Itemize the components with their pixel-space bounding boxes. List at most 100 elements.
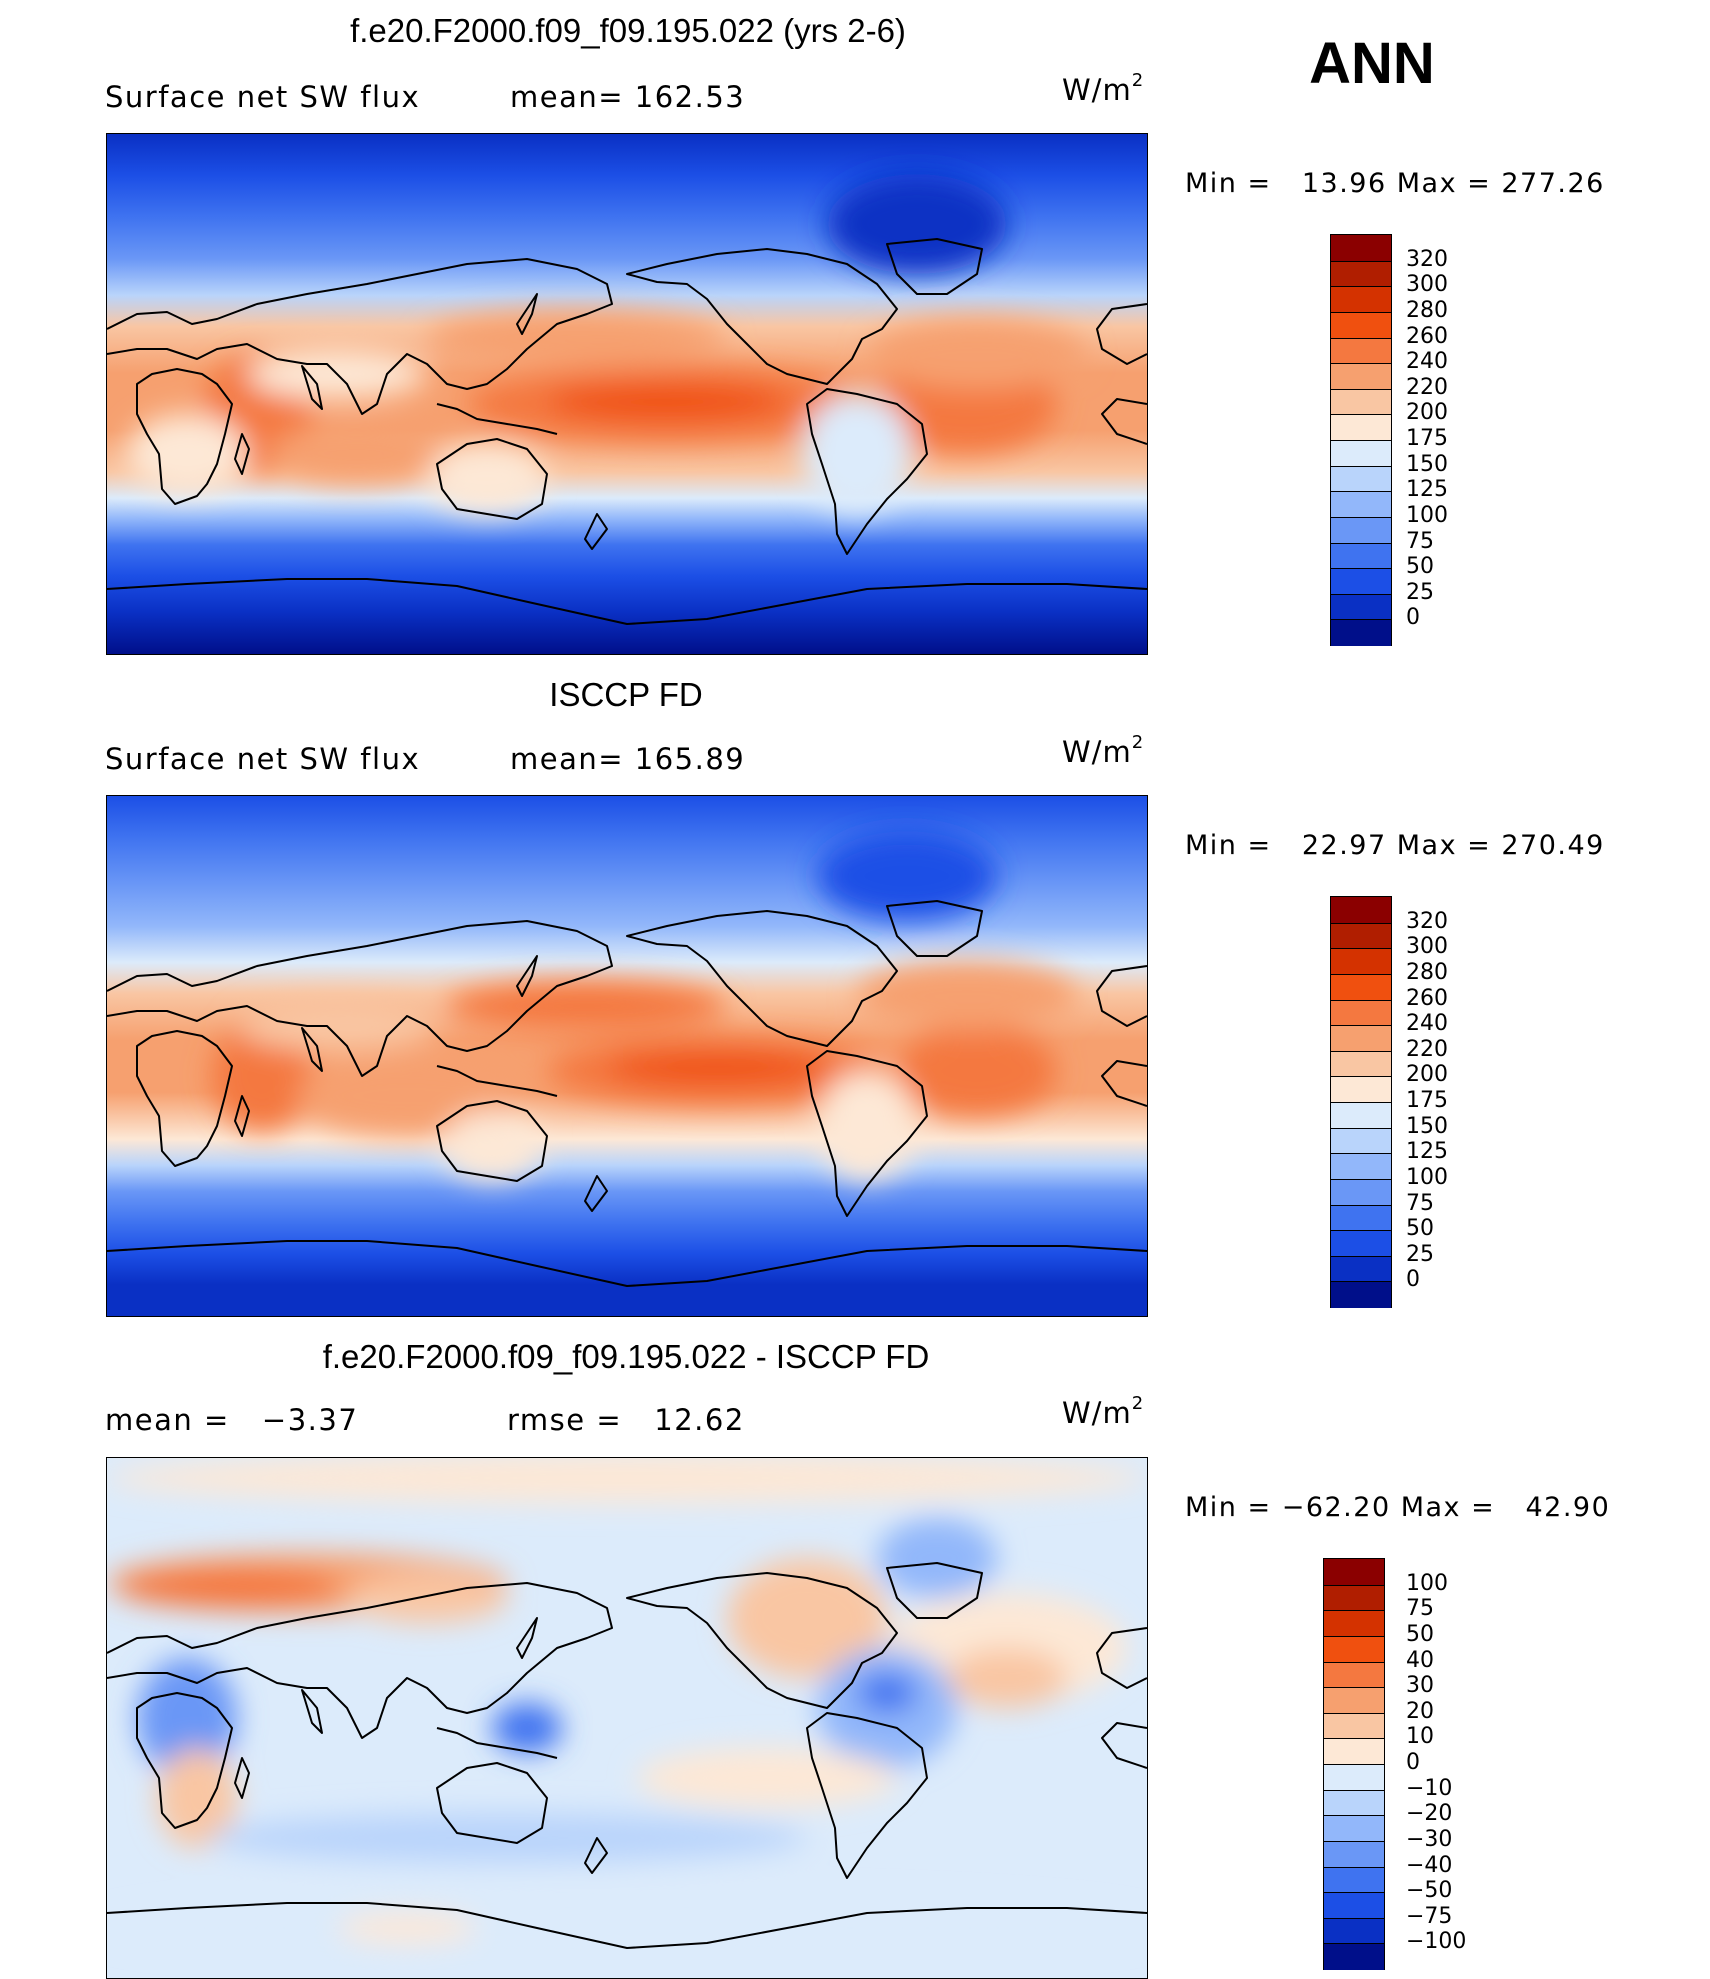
colorbar-tick-label: 300 <box>1406 934 1448 960</box>
colorbar-tick-label: 260 <box>1406 985 1448 1011</box>
panel3-colorbar <box>1323 1558 1385 1970</box>
colorbar-swatch <box>1331 311 1391 339</box>
colorbar-swatch <box>1331 440 1391 467</box>
colorbar-swatch <box>1331 286 1391 313</box>
colorbar-tick-label: −20 <box>1406 1801 1453 1827</box>
panel1-minmax-label: Min = 13.96 Max = 277.26 <box>1185 168 1605 199</box>
colorbar-swatch <box>1324 1943 1384 1970</box>
colorbar-tick-label: 260 <box>1406 323 1448 349</box>
colorbar-tick-label: −75 <box>1406 1903 1453 1929</box>
colorbar-tick-label: 75 <box>1406 528 1434 554</box>
colorbar-swatch <box>1331 337 1391 365</box>
colorbar-swatch <box>1324 1892 1384 1919</box>
colorbar-swatch <box>1324 1738 1384 1765</box>
colorbar-swatch <box>1331 1255 1391 1283</box>
colorbar-tick-label: −50 <box>1406 1878 1453 1904</box>
colorbar-swatch <box>1324 1866 1384 1894</box>
panel2-mean-label: mean= 165.89 <box>510 742 746 776</box>
colorbar-tick-label: 50 <box>1406 1621 1434 1647</box>
colorbar-tick-label: 175 <box>1406 1088 1448 1113</box>
colorbar-tick-label: 0 <box>1406 1267 1420 1293</box>
colorbar-tick-label: 220 <box>1406 374 1448 400</box>
panel1-map <box>106 133 1148 655</box>
colorbar-tick-label: 75 <box>1406 1190 1434 1216</box>
colorbar-swatch <box>1331 1076 1391 1103</box>
panel2-colorbar <box>1330 896 1392 1308</box>
panel1-unit-label: W/m2 <box>1062 70 1145 107</box>
panel3-rmse-label: rmse = 12.62 <box>507 1403 745 1437</box>
colorbar-swatch <box>1331 593 1391 621</box>
colorbar-swatch <box>1324 1840 1384 1868</box>
colorbar-swatch <box>1331 1281 1391 1308</box>
colorbar-swatch <box>1331 235 1391 261</box>
colorbar-tick-label: 20 <box>1406 1698 1434 1724</box>
colorbar-tick-label: 200 <box>1406 400 1448 426</box>
colorbar-tick-label: 320 <box>1406 246 1448 272</box>
colorbar-swatch <box>1324 1815 1384 1842</box>
colorbar-swatch <box>1331 465 1391 493</box>
colorbar-tick-label: −100 <box>1406 1929 1467 1955</box>
colorbar-swatch <box>1331 1025 1391 1052</box>
colorbar-tick-label: 0 <box>1406 605 1420 631</box>
colorbar-swatch <box>1331 948 1391 975</box>
colorbar-tick-label: 200 <box>1406 1062 1448 1088</box>
colorbar-swatch <box>1324 1687 1384 1714</box>
colorbar-swatch <box>1331 1102 1391 1129</box>
colorbar-tick-label: 30 <box>1406 1673 1434 1699</box>
colorbar-swatch <box>1331 973 1391 1001</box>
colorbar-swatch <box>1331 1153 1391 1180</box>
panel3-mean-label: mean = −3.37 <box>105 1403 359 1437</box>
colorbar-swatch <box>1331 388 1391 416</box>
colorbar-tick-label: 50 <box>1406 554 1434 580</box>
panel2-unit-label: W/m2 <box>1062 732 1145 769</box>
colorbar-swatch <box>1331 897 1391 923</box>
colorbar-tick-label: −40 <box>1406 1852 1453 1878</box>
colorbar-tick-label: 175 <box>1406 426 1448 451</box>
colorbar-tick-label: 100 <box>1406 1570 1448 1596</box>
colorbar-swatch <box>1324 1712 1384 1740</box>
colorbar-swatch <box>1331 414 1391 441</box>
panel3-colorbar-ticks: 100 75 50 40 30 20 10 0 −10 −20 −30 −40 −50 −75 −100 <box>1406 1558 1486 1968</box>
colorbar-swatch <box>1331 922 1391 950</box>
colorbar-swatch <box>1331 1178 1391 1206</box>
colorbar-tick-label: 25 <box>1406 1241 1434 1267</box>
colorbar-swatch <box>1331 568 1391 595</box>
colorbar-tick-label: 10 <box>1406 1724 1434 1750</box>
colorbar-swatch <box>1324 1610 1384 1637</box>
colorbar-swatch <box>1324 1635 1384 1663</box>
colorbar-swatch <box>1324 1764 1384 1791</box>
panel2-variable-label: Surface net SW flux <box>105 742 421 776</box>
colorbar-tick-label: 240 <box>1406 1011 1448 1037</box>
colorbar-swatch <box>1324 1661 1384 1689</box>
colorbar-swatch <box>1331 363 1391 390</box>
colorbar-tick-label: 50 <box>1406 1216 1434 1242</box>
colorbar-swatch <box>1331 516 1391 544</box>
colorbar-tick-label: 280 <box>1406 959 1448 985</box>
colorbar-tick-label: 150 <box>1406 1113 1448 1139</box>
colorbar-tick-label: 40 <box>1406 1647 1434 1673</box>
season-label: ANN <box>1309 31 1435 96</box>
colorbar-tick-label: 125 <box>1406 477 1448 503</box>
panel2-colorbar-ticks: 320 300 280 260 240 220 200 175 150 125 100 75 50 25 0 <box>1406 896 1486 1306</box>
colorbar-swatch <box>1331 1050 1391 1078</box>
panel3-map <box>106 1457 1148 1979</box>
colorbar-tick-label: 220 <box>1406 1036 1448 1062</box>
colorbar-tick-label: 100 <box>1406 1164 1448 1190</box>
panel3-unit-label: W/m2 <box>1062 1393 1145 1430</box>
colorbar-swatch <box>1331 491 1391 518</box>
colorbar-tick-label: 125 <box>1406 1139 1448 1165</box>
colorbar-swatch <box>1324 1559 1384 1585</box>
colorbar-swatch <box>1331 999 1391 1027</box>
panel2-map <box>106 795 1148 1317</box>
colorbar-tick-label: 0 <box>1406 1750 1420 1775</box>
panel1-colorbar <box>1330 234 1392 646</box>
colorbar-swatch <box>1331 1204 1391 1232</box>
colorbar-swatch <box>1331 260 1391 288</box>
colorbar-tick-label: 240 <box>1406 349 1448 375</box>
colorbar-tick-label: −30 <box>1406 1826 1453 1852</box>
colorbar-swatch <box>1324 1789 1384 1817</box>
colorbar-tick-label: 320 <box>1406 908 1448 934</box>
panel3-minmax-label: Min = −62.20 Max = 42.90 <box>1185 1492 1611 1523</box>
colorbar-tick-label: 100 <box>1406 502 1448 528</box>
panel1-colorbar-ticks: 320 300 280 260 240 220 200 175 150 125 100 75 50 25 0 <box>1406 234 1486 644</box>
